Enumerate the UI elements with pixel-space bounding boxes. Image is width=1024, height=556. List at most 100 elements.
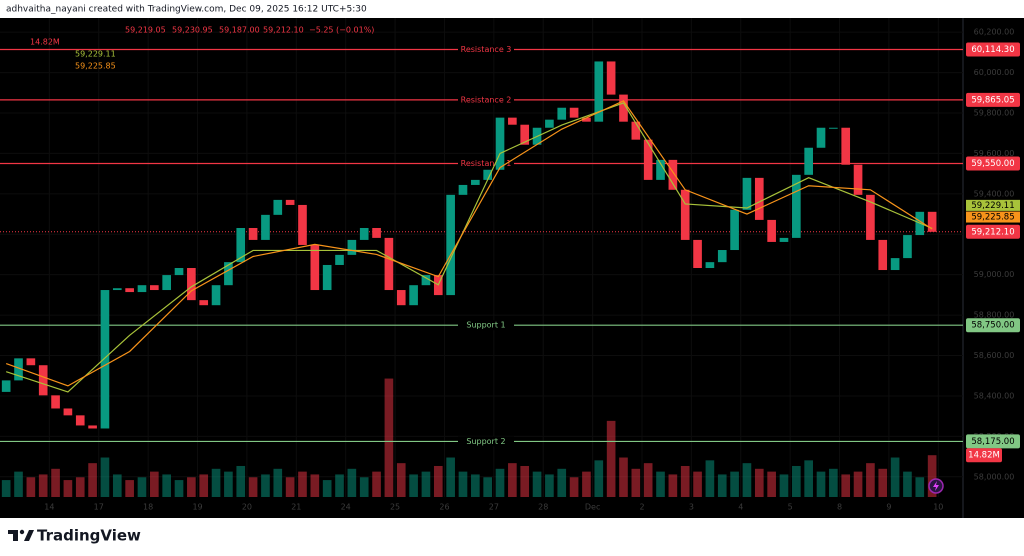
volume-bar (582, 471, 591, 497)
candle-body (100, 290, 110, 429)
candle-body (38, 365, 48, 396)
x-tick-label: 26 (439, 503, 449, 512)
candle-body (150, 285, 159, 291)
x-tick-label: 24 (341, 503, 351, 512)
volume-bar (792, 465, 801, 497)
alert-bolt (933, 481, 939, 491)
legend-ma: 59,225.85 (75, 62, 116, 71)
volume-bar (705, 460, 715, 497)
y-tick-label: 58,600.00 (974, 351, 1015, 360)
volume-bar (248, 477, 258, 497)
price-tag (966, 92, 1020, 107)
volume-bar (112, 474, 122, 497)
candle-body (767, 219, 776, 242)
candle-body (298, 204, 307, 245)
price-tag (966, 318, 1020, 333)
volume-bar (187, 477, 196, 497)
grid (0, 18, 963, 497)
y-tick-label: 59,600.00 (974, 149, 1015, 158)
volume-bar (643, 463, 653, 497)
candle-body (273, 199, 283, 215)
candle-body (619, 94, 628, 122)
candle-body (792, 174, 801, 238)
volume-bar (310, 474, 320, 497)
volume-bar (520, 465, 530, 497)
candle-body (14, 358, 23, 381)
candle-body (680, 189, 690, 240)
candle-body (384, 237, 394, 291)
price-tag-label: 58,175.00 (971, 437, 1014, 447)
volume-bar (433, 465, 443, 497)
price-tag-label: 58,750.00 (971, 321, 1014, 331)
x-tick-label: 5 (788, 503, 793, 512)
candle-body (631, 121, 641, 140)
candle-body (878, 239, 888, 271)
volume (1, 378, 937, 497)
candle-body (199, 300, 209, 306)
candle-body (162, 275, 171, 291)
candle-body (211, 285, 221, 306)
x-tick-label: 9 (886, 503, 891, 512)
level-label-bg (458, 94, 514, 105)
candle-body (335, 254, 344, 265)
price-tag (966, 211, 1020, 223)
price-tag (966, 434, 1020, 449)
volume-bar (137, 477, 147, 497)
candle-body (483, 169, 492, 180)
level-name: Support 2 (466, 437, 505, 446)
volume-bar (717, 474, 727, 497)
candle-body (359, 227, 369, 240)
level-name: Support 1 (466, 321, 505, 330)
candle-body (1, 380, 11, 392)
x-tick-label: 17 (94, 503, 104, 512)
volume-bar (804, 460, 813, 497)
volume-bar (211, 468, 221, 497)
candle-body (236, 227, 246, 263)
price-tag-label: 59,229.11 (971, 201, 1014, 211)
candle-body (495, 117, 505, 170)
price-tag-label: 59,212.10 (971, 227, 1014, 237)
volume-bar (779, 474, 789, 497)
y-tick-label: 58,000.00 (974, 472, 1015, 481)
legend-value: 59,212.10 (263, 26, 304, 35)
price-tag-label: 60,114.30 (971, 45, 1014, 55)
candle-body (557, 107, 567, 120)
volume-bar (273, 468, 283, 497)
y-tick-label: 59,000.00 (974, 270, 1015, 279)
candle-body (643, 139, 653, 180)
candle-body (594, 61, 604, 122)
volume-bar (631, 468, 641, 497)
volume-bar (483, 477, 492, 497)
level-name: Resistance 1 (461, 159, 512, 168)
candle-body (866, 194, 875, 240)
volume-bar (261, 474, 270, 497)
volume-bar (829, 468, 838, 497)
x-tick-label: 25 (390, 503, 400, 512)
volume-bar (495, 468, 505, 497)
level-label-bg (458, 436, 514, 447)
legend-value: 59,230.95 (172, 26, 213, 35)
x-tick-label: 4 (738, 503, 743, 512)
volume-bar (285, 477, 295, 497)
candle-body (705, 262, 715, 269)
legend-value: −5.25 (−0.01%) (309, 26, 374, 35)
volume-bar (298, 471, 307, 497)
price-tag (966, 42, 1020, 57)
candle-body (520, 124, 530, 145)
volume-bar (125, 480, 134, 497)
volume-bar (162, 474, 171, 497)
x-tick-label: 27 (489, 503, 499, 512)
level-name: Resistance 2 (461, 95, 512, 104)
logo-mark (24, 530, 34, 541)
candle-body (63, 408, 73, 416)
volume-bar (458, 471, 468, 497)
volume-bar (619, 457, 628, 497)
price-tag (966, 199, 1020, 211)
volume-bar (767, 471, 776, 497)
header: adhvaitha_nayani created with TradingVie… (6, 5, 367, 15)
legend: 59,219.05 59,230.95 59,187.00 59,212.10 −5.2… (30, 26, 374, 71)
volume-bar (816, 471, 826, 497)
volume-bar (866, 463, 875, 497)
volume-bar (359, 477, 369, 497)
candle-body (730, 209, 739, 251)
